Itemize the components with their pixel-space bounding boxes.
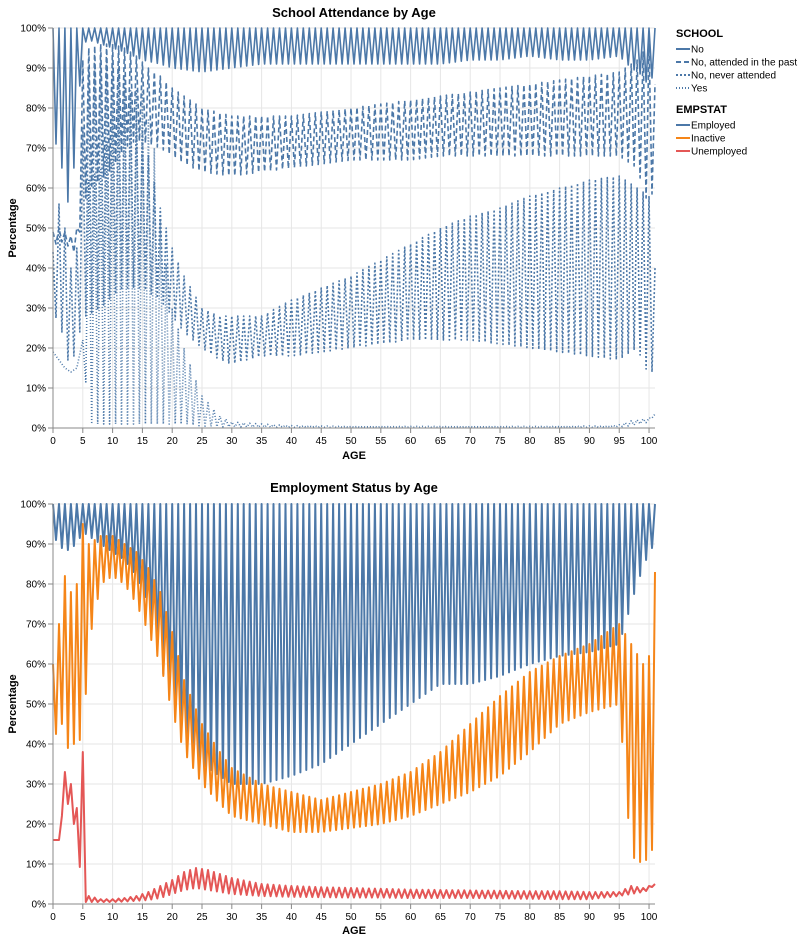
legend-title: SCHOOL [676, 28, 723, 40]
x-tick-label: 0 [50, 912, 56, 923]
x-tick-label: 90 [584, 912, 596, 923]
x-tick-label: 55 [375, 436, 387, 447]
y-tick-label: 40% [26, 740, 46, 751]
x-tick-label: 95 [614, 436, 626, 447]
x-tick-label: 45 [316, 912, 328, 923]
y-tick-label: 50% [26, 700, 46, 711]
y-tick-label: 20% [26, 344, 46, 355]
plot-area [52, 27, 656, 428]
legend-label: Yes [691, 84, 707, 95]
y-tick-label: 10% [26, 860, 46, 871]
y-tick-label: 60% [26, 184, 46, 195]
x-tick-label: 35 [256, 436, 268, 447]
y-tick-label: 70% [26, 620, 46, 631]
y-tick-label: 80% [26, 580, 46, 591]
x-tick-label: 20 [167, 912, 179, 923]
axes: 0 5 10 15 20 25 30 35 40 45 50 55 60 65 70 75 80 85 90 95 10… [20, 24, 657, 448]
x-tick-label: 60 [405, 436, 417, 447]
y-axis-title: Percentage [7, 674, 19, 733]
school-attendance-chart: School Attendance by Age 0 5 10 15 20 25 30 35 4… [7, 5, 797, 462]
y-tick-label: 60% [26, 660, 46, 671]
x-tick-label: 30 [226, 436, 238, 447]
y-tick-label: 100% [20, 500, 46, 511]
legend-label: No, never attended [691, 71, 776, 82]
legend: SCHOOL No No, attended in the past No, nev… [676, 28, 797, 95]
plot-area [52, 503, 656, 903]
x-tick-label: 5 [80, 436, 86, 447]
x-tick-label: 65 [435, 436, 447, 447]
series-line-no-attended-in-the-past [52, 43, 656, 253]
x-tick-label: 50 [345, 436, 357, 447]
x-tick-label: 20 [167, 436, 179, 447]
x-tick-label: 85 [554, 436, 566, 447]
series-line-inactive [52, 523, 656, 863]
y-tick-label: 70% [26, 144, 46, 155]
x-tick-label: 55 [375, 912, 387, 923]
x-tick-label: 5 [80, 912, 86, 923]
y-tick-label: 50% [26, 224, 46, 235]
chart-title: School Attendance by Age [272, 5, 436, 20]
series-line-no-never-attended [52, 59, 656, 373]
y-tick-label: 100% [20, 24, 46, 35]
x-axis-title: AGE [342, 925, 366, 937]
legend-empstat: EMPSTAT Employed Inactive Unemployed [676, 104, 747, 158]
y-tick-label: 90% [26, 540, 46, 551]
x-tick-label: 100 [641, 436, 658, 447]
x-tick-label: 10 [107, 436, 119, 447]
legend-label: Inactive [691, 134, 726, 145]
employment-status-chart: Employment Status by Age 0 5 10 15 20 25 30 35 4… [7, 480, 658, 937]
x-tick-label: 70 [465, 912, 477, 923]
x-tick-label: 40 [286, 436, 298, 447]
x-tick-label: 95 [614, 912, 626, 923]
x-tick-label: 35 [256, 912, 268, 923]
y-tick-label: 90% [26, 64, 46, 75]
x-tick-label: 90 [584, 436, 596, 447]
y-tick-label: 80% [26, 104, 46, 115]
series-line-no [52, 27, 656, 203]
x-tick-label: 60 [405, 912, 417, 923]
x-axis-title: AGE [342, 450, 366, 462]
x-tick-label: 40 [286, 912, 298, 923]
y-tick-label: 0% [32, 424, 47, 435]
x-tick-label: 80 [524, 912, 536, 923]
x-tick-label: 15 [137, 912, 149, 923]
legend-label: No, attended in the past [691, 58, 797, 69]
y-tick-label: 10% [26, 384, 46, 395]
x-tick-label: 0 [50, 436, 56, 447]
x-tick-label: 75 [494, 912, 506, 923]
chart-title: Employment Status by Age [270, 480, 438, 495]
x-tick-label: 30 [226, 912, 238, 923]
x-tick-label: 25 [196, 912, 208, 923]
x-tick-label: 65 [435, 912, 447, 923]
y-tick-label: 0% [32, 900, 47, 911]
axes: 0 5 10 15 20 25 30 35 40 45 50 55 60 65 70 75 80 85 90 95 10… [20, 500, 657, 924]
x-tick-label: 50 [345, 912, 357, 923]
x-tick-label: 75 [494, 436, 506, 447]
legend-label: Unemployed [691, 147, 747, 158]
y-axis-title: Percentage [7, 198, 19, 257]
y-tick-label: 20% [26, 820, 46, 831]
x-tick-label: 10 [107, 912, 119, 923]
x-tick-label: 70 [465, 436, 477, 447]
legend-label: Employed [691, 121, 735, 132]
x-tick-label: 80 [524, 436, 536, 447]
x-tick-label: 25 [196, 436, 208, 447]
y-tick-label: 40% [26, 264, 46, 275]
x-tick-label: 15 [137, 436, 149, 447]
x-tick-label: 45 [316, 436, 328, 447]
x-tick-label: 100 [641, 912, 658, 923]
series-line-unemployed [53, 751, 656, 903]
series-line-employed [52, 503, 656, 785]
y-tick-label: 30% [26, 304, 46, 315]
legend-title: EMPSTAT [676, 104, 727, 116]
y-tick-label: 30% [26, 780, 46, 791]
x-tick-label: 85 [554, 912, 566, 923]
legend-label: No [691, 45, 704, 56]
